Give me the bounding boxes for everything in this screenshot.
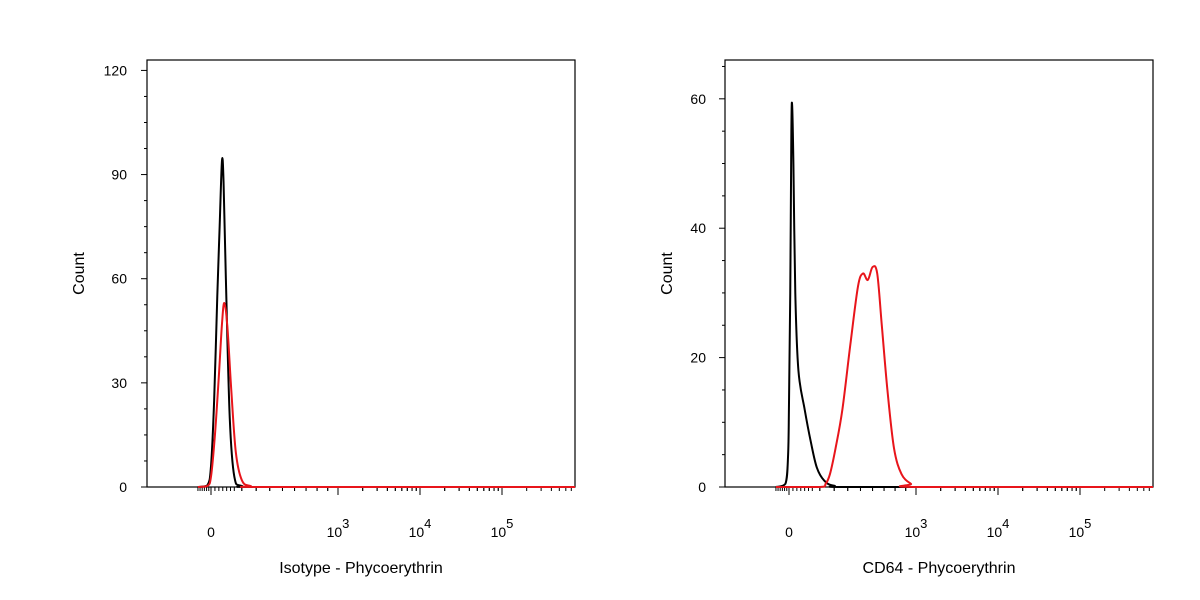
y-tick-label: 60 bbox=[111, 271, 127, 287]
y-tick-label: 40 bbox=[690, 220, 706, 236]
x-tick-label: 0 bbox=[785, 524, 793, 540]
x-tick-label: 0 bbox=[207, 524, 215, 540]
x-tick-label: 104 bbox=[987, 516, 1010, 540]
y-axis-title: Count bbox=[71, 252, 88, 295]
x-tick-label: 103 bbox=[905, 516, 928, 540]
y-tick-label: 90 bbox=[111, 167, 127, 183]
y-tick-label: 60 bbox=[690, 91, 706, 107]
x-tick-label: 103 bbox=[327, 516, 350, 540]
cd64-histogram-panel: 0 20 40 60 0 103 104 105 CD64 - Phycoerythrin Cou… bbox=[659, 59, 1154, 577]
y-tick-label: 20 bbox=[690, 350, 706, 366]
isotype-histogram-panel: 0 30 60 90 120 0 103 104 105 Isotype - Phycoeryth… bbox=[71, 59, 576, 577]
y-tick-label: 30 bbox=[111, 375, 127, 391]
black-histogram-line bbox=[197, 156, 576, 489]
plot-frame bbox=[146, 59, 576, 488]
black-histogram-line bbox=[775, 101, 1154, 489]
x-tick-label: 105 bbox=[491, 516, 514, 540]
x-axis-title: Isotype - Phycoerythrin bbox=[279, 560, 443, 577]
x-tick-label: 105 bbox=[1069, 516, 1092, 540]
x-tick-label: 104 bbox=[409, 516, 432, 540]
red-histogram-line bbox=[197, 302, 576, 489]
y-tick-label: 0 bbox=[698, 479, 706, 495]
y-axis-title: Count bbox=[659, 252, 676, 295]
y-tick-label: 0 bbox=[119, 479, 127, 495]
x-axis-title: CD64 - Phycoerythrin bbox=[863, 560, 1016, 577]
y-tick-label: 120 bbox=[104, 62, 128, 78]
red-histogram-line bbox=[775, 265, 1154, 489]
